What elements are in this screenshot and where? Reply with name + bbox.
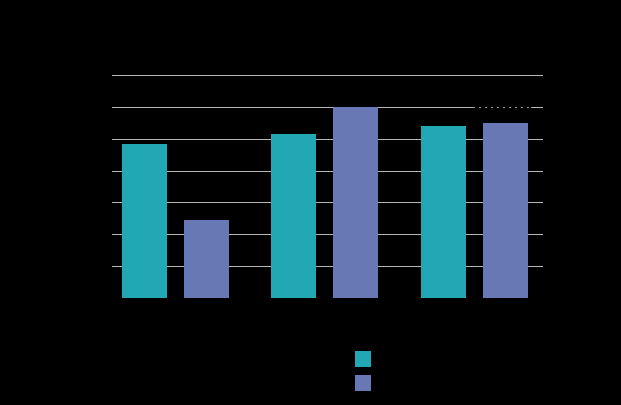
- legend-swatch-2: [355, 375, 371, 391]
- bar-group2-series1: [271, 133, 316, 298]
- legend: [355, 351, 377, 399]
- gridline: [112, 234, 543, 236]
- annotation-dashes: [473, 106, 531, 108]
- gridline: [112, 75, 543, 76]
- bar-group3-series1: [420, 125, 466, 298]
- legend-item-2: [355, 375, 377, 391]
- illegible-annotation-label: [473, 103, 531, 111]
- gridline: [112, 266, 543, 268]
- legend-item-1: [355, 351, 377, 367]
- legend-swatch-1: [355, 351, 371, 367]
- bar-group3-series2: [482, 122, 528, 298]
- gridline: [112, 106, 543, 108]
- plot-area: [112, 75, 543, 298]
- bar-group2-series2: [333, 106, 378, 298]
- bar-group1-series2: [183, 219, 229, 298]
- gridline: [112, 138, 543, 140]
- bar-group1-series1: [121, 143, 167, 298]
- gridline: [112, 202, 543, 204]
- gridline: [112, 170, 543, 172]
